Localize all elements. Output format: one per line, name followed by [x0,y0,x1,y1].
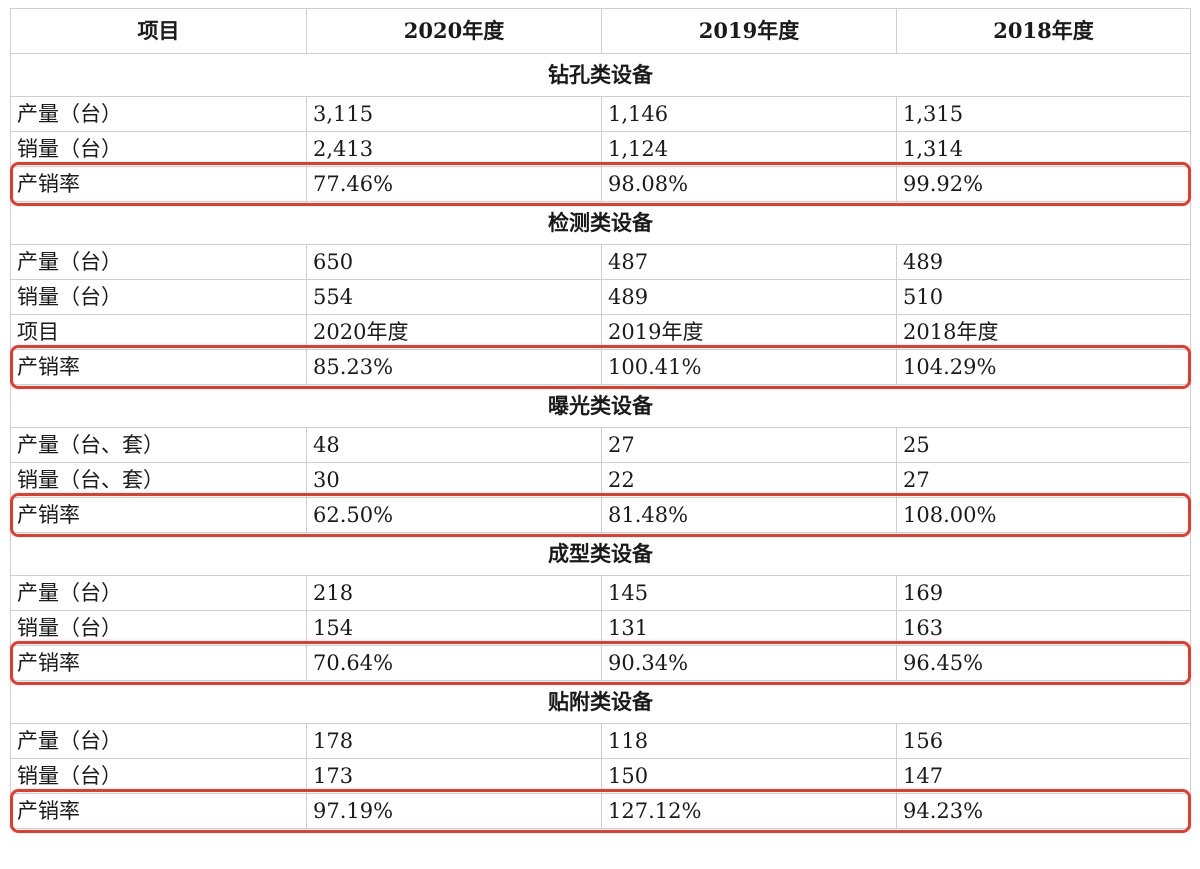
table-cell: 173 [306,758,602,794]
table-cell: 104.29% [896,349,1191,385]
row-label: 产销率 [10,793,307,829]
table-cell: 510 [896,279,1191,315]
table-cell: 25 [896,427,1191,463]
section-row: 检测类设备 [10,201,1191,245]
table-cell: 100.41% [601,349,897,385]
table-cell: 154 [306,610,602,646]
table-row: 产量（台） 650 487 489 [10,244,1191,280]
table-row: 项目 2020年度 2019年度 2018年度 [10,314,1191,350]
table-row: 产销率 77.46% 98.08% 99.92% [10,166,1191,202]
table-cell: 2019年度 [601,314,897,350]
table-cell: 489 [896,244,1191,280]
section-title: 钻孔类设备 [10,53,1191,97]
table-cell: 163 [896,610,1191,646]
row-label: 销量（台） [10,279,307,315]
table-cell: 131 [601,610,897,646]
table-row: 产销率 62.50% 81.48% 108.00% [10,497,1191,533]
table-cell: 1,314 [896,131,1191,167]
table-row: 产销率 97.19% 127.12% 94.23% [10,793,1191,829]
table-cell: 70.64% [306,645,602,681]
table-row: 产量（台） 3,115 1,146 1,315 [10,96,1191,132]
table-row: 销量（台） 554 489 510 [10,279,1191,315]
table-cell: 85.23% [306,349,602,385]
table-container: 项目 2020年度 2019年度 2018年度 钻孔类设备 产量（台） 3,115 1… [10,8,1191,829]
table-cell: 30 [306,462,602,498]
row-label: 销量（台、套） [10,462,307,498]
row-label: 产销率 [10,645,307,681]
table-row: 销量（台） 2,413 1,124 1,314 [10,131,1191,167]
table-row: 产量（台） 178 118 156 [10,723,1191,759]
row-label: 销量（台） [10,758,307,794]
section-title: 检测类设备 [10,201,1191,245]
row-label: 产销率 [10,497,307,533]
row-label: 产销率 [10,349,307,385]
table-cell: 118 [601,723,897,759]
table-cell: 94.23% [896,793,1191,829]
table-cell: 1,124 [601,131,897,167]
header-row: 项目 2020年度 2019年度 2018年度 [10,8,1191,54]
table-cell: 218 [306,575,602,611]
table-cell: 169 [896,575,1191,611]
table-cell: 62.50% [306,497,602,533]
row-label: 产量（台、套） [10,427,307,463]
table-cell: 2020年度 [306,314,602,350]
table-cell: 27 [896,462,1191,498]
table-row: 产量（台） 218 145 169 [10,575,1191,611]
row-label: 产量（台） [10,96,307,132]
table-cell: 98.08% [601,166,897,202]
table-row: 销量（台、套） 30 22 27 [10,462,1191,498]
table-cell: 3,115 [306,96,602,132]
header-2019: 2019年度 [601,8,897,54]
section-row: 成型类设备 [10,532,1191,576]
table-cell: 48 [306,427,602,463]
table-cell: 1,315 [896,96,1191,132]
table-row: 产销率 85.23% 100.41% 104.29% [10,349,1191,385]
row-label: 产销率 [10,166,307,202]
table-cell: 147 [896,758,1191,794]
table-cell: 489 [601,279,897,315]
section-title: 贴附类设备 [10,680,1191,724]
header-2018: 2018年度 [896,8,1191,54]
table-cell: 127.12% [601,793,897,829]
production-sales-table: 项目 2020年度 2019年度 2018年度 钻孔类设备 产量（台） 3,115 1… [10,8,1191,829]
row-label: 销量（台） [10,131,307,167]
table-cell: 1,146 [601,96,897,132]
table-row: 产量（台、套） 48 27 25 [10,427,1191,463]
row-label: 项目 [10,314,307,350]
section-row: 钻孔类设备 [10,53,1191,97]
header-item: 项目 [10,8,307,54]
table-cell: 99.92% [896,166,1191,202]
section-title: 成型类设备 [10,532,1191,576]
table-cell: 150 [601,758,897,794]
table-cell: 108.00% [896,497,1191,533]
row-label: 产量（台） [10,244,307,280]
section-title: 曝光类设备 [10,384,1191,428]
header-2020: 2020年度 [306,8,602,54]
table-row: 产销率 70.64% 90.34% 96.45% [10,645,1191,681]
table-cell: 2,413 [306,131,602,167]
row-label: 销量（台） [10,610,307,646]
table-cell: 145 [601,575,897,611]
table-cell: 96.45% [896,645,1191,681]
table-cell: 22 [601,462,897,498]
table-cell: 554 [306,279,602,315]
row-label: 产量（台） [10,575,307,611]
table-cell: 77.46% [306,166,602,202]
table-row: 销量（台） 173 150 147 [10,758,1191,794]
table-cell: 487 [601,244,897,280]
table-cell: 156 [896,723,1191,759]
table-cell: 27 [601,427,897,463]
table-cell: 90.34% [601,645,897,681]
table-cell: 81.48% [601,497,897,533]
table-cell: 178 [306,723,602,759]
table-row: 销量（台） 154 131 163 [10,610,1191,646]
section-row: 贴附类设备 [10,680,1191,724]
section-row: 曝光类设备 [10,384,1191,428]
table-cell: 2018年度 [896,314,1191,350]
table-cell: 650 [306,244,602,280]
row-label: 产量（台） [10,723,307,759]
table-cell: 97.19% [306,793,602,829]
